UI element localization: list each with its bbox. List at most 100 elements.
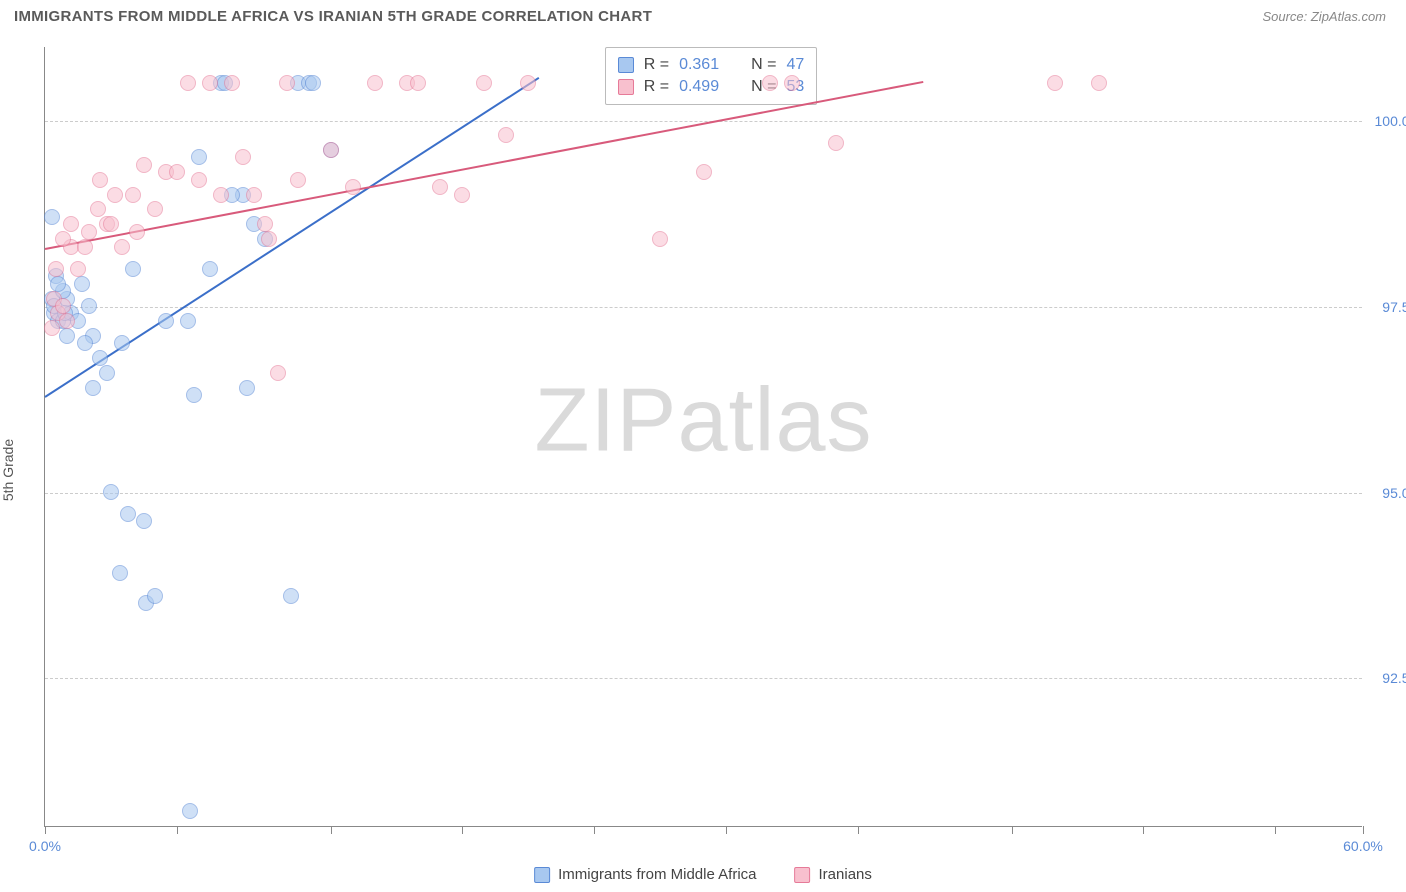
chart-container: 5th Grade ZIPatlas R = 0.361 N = 47 R = 0.499…: [0, 37, 1406, 887]
data-point: [182, 803, 198, 819]
data-point: [125, 261, 141, 277]
data-point: [48, 261, 64, 277]
data-point: [55, 231, 71, 247]
watermark: ZIPatlas: [534, 369, 872, 472]
data-point: [107, 187, 123, 203]
data-point: [59, 313, 75, 329]
x-tick: [1012, 826, 1013, 834]
data-point: [112, 565, 128, 581]
data-point: [224, 75, 240, 91]
data-point: [114, 335, 130, 351]
data-point: [283, 588, 299, 604]
data-point: [50, 276, 66, 292]
x-tick: [726, 826, 727, 834]
data-point: [92, 350, 108, 366]
data-point: [186, 387, 202, 403]
data-point: [114, 239, 130, 255]
n-value: 47: [786, 56, 804, 74]
data-point: [158, 313, 174, 329]
legend-swatch-blue: [534, 867, 550, 883]
data-point: [44, 209, 60, 225]
data-point: [63, 216, 79, 232]
data-point: [99, 365, 115, 381]
data-point: [92, 172, 108, 188]
data-point: [784, 75, 800, 91]
r-label: R =: [644, 78, 669, 96]
n-label: N =: [751, 56, 776, 74]
data-point: [129, 224, 145, 240]
data-point: [147, 588, 163, 604]
data-point: [120, 506, 136, 522]
chart-title: IMMIGRANTS FROM MIDDLE AFRICA VS IRANIAN…: [14, 8, 652, 25]
data-point: [59, 328, 75, 344]
x-tick: [594, 826, 595, 834]
data-point: [136, 157, 152, 173]
data-point: [270, 365, 286, 381]
data-point: [323, 142, 339, 158]
data-point: [257, 216, 273, 232]
x-tick: [1363, 826, 1364, 834]
data-point: [180, 75, 196, 91]
stats-legend-row: R = 0.361 N = 47: [618, 54, 805, 76]
x-tick: [1275, 826, 1276, 834]
data-point: [305, 75, 321, 91]
y-tick-label: 97.5%: [1382, 299, 1406, 315]
data-point: [1091, 75, 1107, 91]
x-tick: [177, 826, 178, 834]
y-tick-label: 100.0%: [1375, 113, 1406, 129]
data-point: [261, 231, 277, 247]
data-point: [498, 127, 514, 143]
legend-swatch: [618, 79, 634, 95]
data-point: [191, 172, 207, 188]
data-point: [44, 320, 60, 336]
x-tick: [858, 826, 859, 834]
data-point: [1047, 75, 1063, 91]
data-point: [81, 298, 97, 314]
data-point: [520, 75, 536, 91]
data-point: [454, 187, 470, 203]
r-value: 0.499: [679, 78, 719, 96]
data-point: [77, 335, 93, 351]
data-point: [191, 149, 207, 165]
data-point: [90, 201, 106, 217]
data-point: [696, 164, 712, 180]
legend-label: Iranians: [819, 866, 872, 883]
y-axis-label: 5th Grade: [0, 439, 16, 501]
source-label: Source: ZipAtlas.com: [1262, 9, 1386, 24]
data-point: [476, 75, 492, 91]
r-value: 0.361: [679, 56, 719, 74]
data-point: [147, 201, 163, 217]
data-point: [410, 75, 426, 91]
x-tick-label: 60.0%: [1343, 838, 1383, 854]
data-point: [828, 135, 844, 151]
plot-area: ZIPatlas R =0.361N =47R =0.499N =53 92.5…: [44, 47, 1362, 827]
legend-item-blue: Immigrants from Middle Africa: [534, 866, 756, 883]
data-point: [202, 75, 218, 91]
data-point: [652, 231, 668, 247]
r-label: R =: [644, 56, 669, 74]
data-point: [432, 179, 448, 195]
data-point: [762, 75, 778, 91]
data-point: [345, 179, 361, 195]
x-tick: [1143, 826, 1144, 834]
data-point: [70, 261, 86, 277]
data-point: [136, 513, 152, 529]
bottom-legend: Immigrants from Middle Africa Iranians: [534, 866, 872, 883]
data-point: [74, 276, 90, 292]
data-point: [103, 484, 119, 500]
legend-item-pink: Iranians: [795, 866, 872, 883]
x-tick: [331, 826, 332, 834]
stats-legend: R =0.361N =47R =0.499N =53: [605, 47, 818, 105]
data-point: [169, 164, 185, 180]
gridline: [45, 678, 1362, 679]
x-tick: [462, 826, 463, 834]
legend-swatch-pink: [795, 867, 811, 883]
legend-swatch: [618, 57, 634, 73]
data-point: [213, 187, 229, 203]
y-tick-label: 95.0%: [1382, 485, 1406, 501]
legend-label: Immigrants from Middle Africa: [558, 866, 756, 883]
data-point: [125, 187, 141, 203]
data-point: [85, 380, 101, 396]
data-point: [103, 216, 119, 232]
data-point: [202, 261, 218, 277]
